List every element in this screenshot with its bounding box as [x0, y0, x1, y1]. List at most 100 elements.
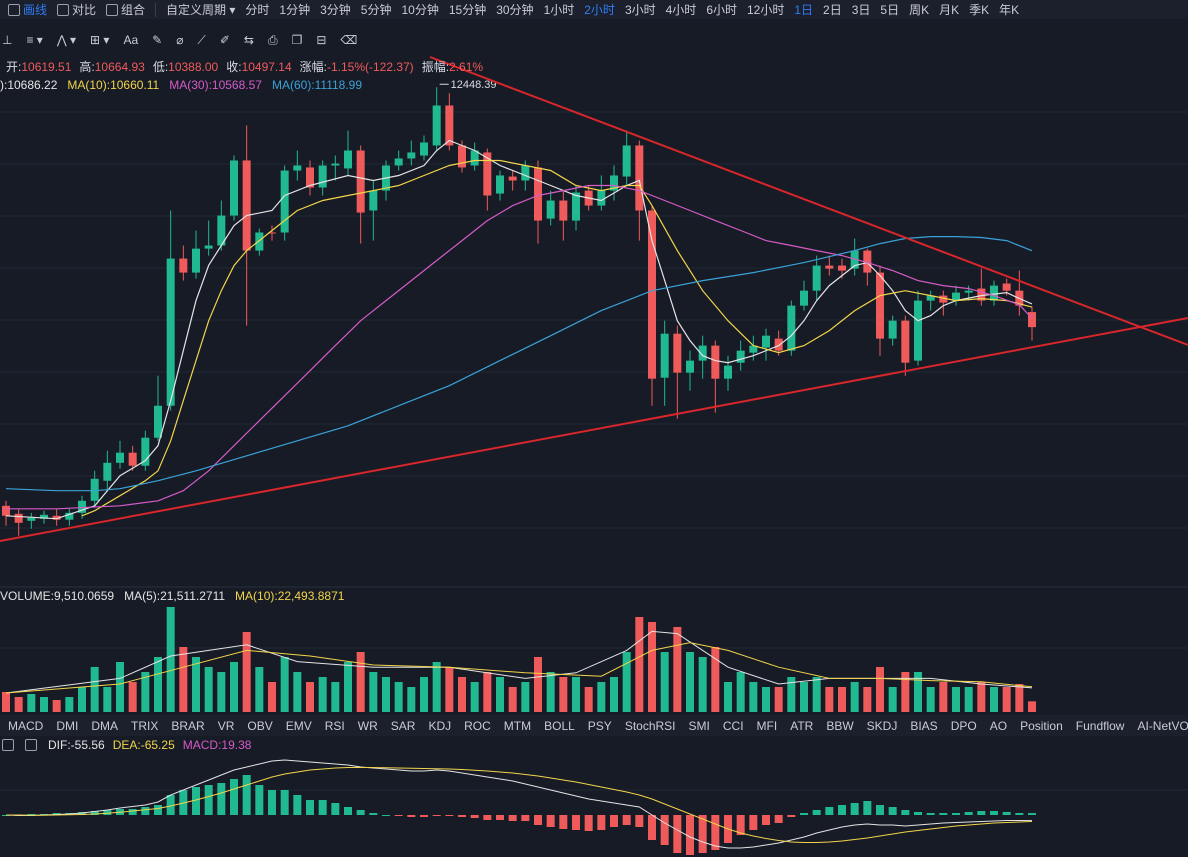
settings-icon[interactable]: [2, 739, 14, 751]
tool-icon[interactable]: ❐: [291, 33, 303, 47]
indicator-tab[interactable]: ATR: [790, 718, 814, 733]
indicator-tab[interactable]: VR: [217, 718, 235, 733]
toolbar-button[interactable]: 对比: [57, 1, 96, 18]
text-tool[interactable]: Aa: [123, 33, 139, 47]
macd-bar: [318, 800, 327, 815]
indicator-tab[interactable]: ROC: [464, 718, 491, 733]
period-button[interactable]: 季K: [969, 3, 990, 17]
ma-line: [6, 767, 1033, 843]
trend-line[interactable]: [0, 317, 1188, 542]
volume-bar: [268, 681, 276, 712]
volume-bar: [876, 666, 884, 712]
macd-bar: [52, 813, 61, 815]
indicator-tab[interactable]: CCI: [722, 718, 744, 733]
indicator-tab[interactable]: MTM: [503, 718, 532, 733]
tool-icon[interactable]: ⇆: [243, 33, 254, 47]
volume-bar: [939, 681, 948, 712]
tool-icon[interactable]: ✐: [219, 33, 230, 47]
period-button[interactable]: 10分钟: [401, 3, 439, 17]
volume-bar: [952, 686, 960, 712]
volume-bar: [863, 686, 872, 712]
candle-body: [508, 176, 517, 181]
period-button[interactable]: 月K: [939, 3, 960, 17]
tool-icon[interactable]: ⋀ ▾: [56, 33, 77, 47]
macd-bar: [711, 815, 720, 850]
tool-icon[interactable]: ⎙: [267, 32, 278, 47]
candle-body: [610, 175, 618, 191]
period-button[interactable]: 6小时: [706, 3, 737, 17]
indicator-tab[interactable]: BOLL: [544, 718, 575, 733]
period-button[interactable]: 分时: [245, 3, 270, 17]
indicator-tab[interactable]: Fundflow: [1075, 718, 1125, 733]
indicator-tab[interactable]: EMV: [285, 718, 312, 733]
indicator-tab[interactable]: DMI: [56, 718, 79, 733]
period-button[interactable]: 3分钟: [320, 3, 351, 17]
indicator-tab[interactable]: OBV: [247, 718, 273, 733]
indicator-tab[interactable]: SMI: [688, 718, 710, 733]
candle-body: [800, 290, 808, 306]
indicator-tab[interactable]: BBW: [826, 718, 854, 733]
tool-icon[interactable]: ⌫: [340, 33, 358, 47]
toolbar-button[interactable]: 画线: [8, 1, 47, 18]
candle-body: [483, 152, 492, 196]
tool-icon[interactable]: ⊥: [2, 33, 13, 47]
period-button[interactable]: 1小时: [543, 3, 575, 17]
period-button[interactable]: 2日: [823, 3, 842, 17]
trend-line[interactable]: [429, 56, 1188, 346]
indicator-tab[interactable]: AI-NetVOL: [1137, 718, 1188, 733]
period-button[interactable]: 5日: [880, 3, 900, 17]
volume-bar: [242, 631, 251, 712]
period-button[interactable]: 3日: [851, 3, 871, 17]
volume-bar: [914, 671, 922, 712]
indicator-tab[interactable]: WR: [357, 718, 378, 733]
indicator-tab[interactable]: AO: [989, 718, 1008, 733]
volume-bar: [762, 686, 770, 712]
tool-icon[interactable]: ✎: [152, 33, 163, 47]
indicator-tab[interactable]: RSI: [324, 718, 345, 733]
indicator-tab[interactable]: KDJ: [428, 718, 452, 733]
candle-body: [128, 452, 137, 466]
period-menu[interactable]: 自定义周期 ▾: [166, 3, 236, 17]
period-button[interactable]: 1日: [794, 3, 814, 17]
period-button[interactable]: 2小时: [584, 3, 615, 17]
period-button[interactable]: 12小时: [747, 3, 785, 17]
period-button[interactable]: 4小时: [665, 3, 697, 17]
tool-icon[interactable]: ⊟: [316, 33, 327, 47]
indicator-tab[interactable]: Position: [1020, 718, 1063, 733]
tool-icon[interactable]: ≡ ▾: [26, 33, 43, 47]
tool-icon[interactable]: ⌀: [176, 33, 184, 47]
indicator-tab[interactable]: StochRSI: [624, 718, 676, 733]
candle-body: [280, 170, 289, 233]
period-button[interactable]: 1分钟: [279, 3, 311, 17]
candle-body: [914, 300, 922, 361]
candle-body: [901, 320, 910, 363]
indicator-tab[interactable]: DPO: [950, 718, 977, 733]
indicator-tab[interactable]: TRIX: [131, 718, 159, 733]
indicator-tab[interactable]: PSY: [587, 718, 612, 733]
info-label: 高:: [79, 59, 95, 74]
indicator-tab[interactable]: BRAR: [171, 718, 205, 733]
macd-bar: [990, 811, 998, 815]
period-button[interactable]: 3小时: [624, 3, 656, 17]
indicator-tab[interactable]: BIAS: [910, 718, 938, 733]
toolbar-button[interactable]: 组合: [106, 1, 145, 18]
period-button[interactable]: 15分钟: [448, 3, 487, 17]
indicator-tab[interactable]: SKDJ: [866, 718, 898, 733]
indicator-tab[interactable]: MFI: [756, 718, 778, 733]
indicator-tab[interactable]: MACD: [8, 718, 44, 733]
period-button[interactable]: 5分钟: [360, 3, 392, 17]
tool-icon[interactable]: ⊞ ▾: [90, 33, 110, 47]
indicator-tab[interactable]: SAR: [390, 718, 416, 733]
period-button[interactable]: 30分钟: [496, 3, 534, 17]
period-button[interactable]: 周K: [909, 3, 930, 17]
close-icon[interactable]: [25, 739, 37, 751]
candle-body: [78, 500, 86, 513]
ma-line: [5, 139, 1033, 520]
indicator-tab[interactable]: DMA: [91, 718, 119, 733]
candle-body: [445, 105, 454, 146]
volume-bar: [407, 686, 416, 712]
volume-bar: [1028, 701, 1036, 712]
volume-bar: [698, 656, 707, 712]
tool-icon[interactable]: ⟋: [197, 32, 206, 47]
period-button[interactable]: 年K: [999, 3, 1020, 17]
